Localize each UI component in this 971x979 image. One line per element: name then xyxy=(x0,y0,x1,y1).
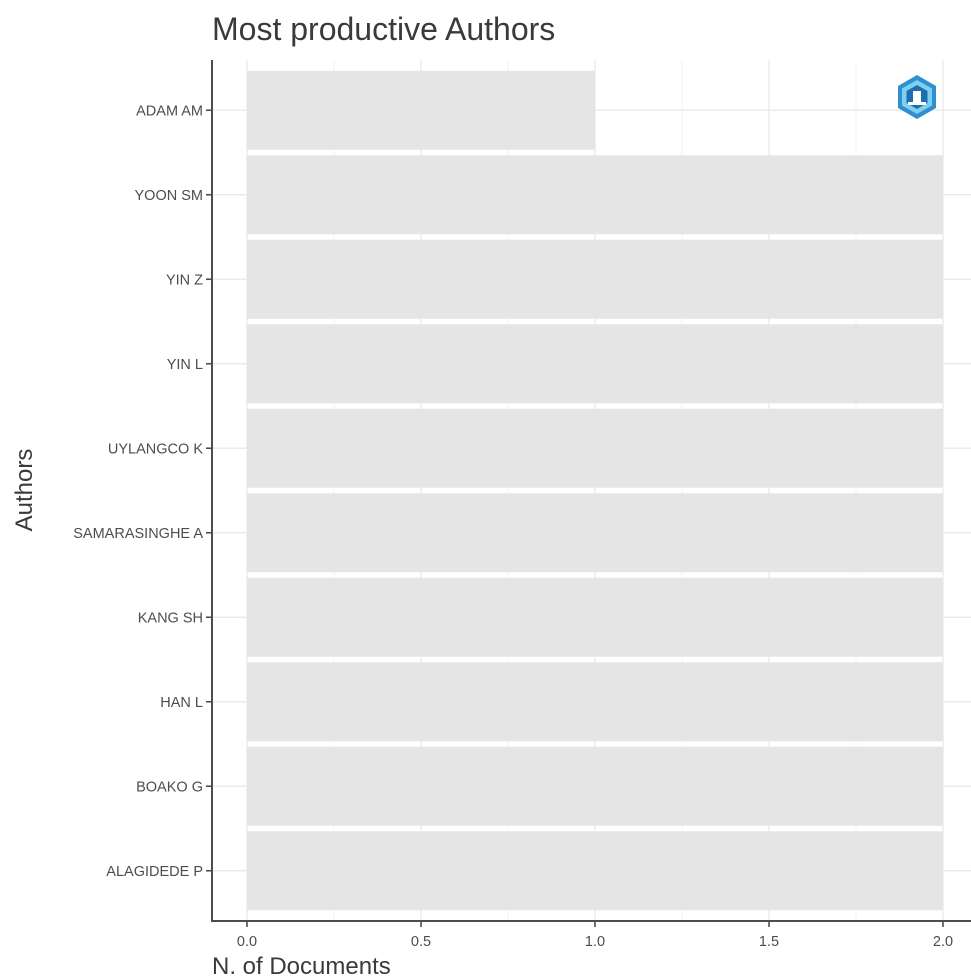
x-axis-title: N. of Documents xyxy=(212,953,391,979)
bar xyxy=(247,493,943,573)
y-tick-label: KANG SH xyxy=(138,610,203,626)
axes xyxy=(211,60,971,922)
y-tick-label: YOON SM xyxy=(135,188,203,204)
bar xyxy=(247,577,943,657)
bars xyxy=(247,70,943,911)
y-tick-label: ADAM AM xyxy=(136,103,203,119)
y-tick-label: BOAKO G xyxy=(136,779,203,795)
x-tick-label: 0.5 xyxy=(411,934,431,950)
bar xyxy=(247,831,943,911)
y-tick-label: SAMARASINGHE A xyxy=(73,526,203,542)
bar xyxy=(247,324,943,404)
x-ticks: 0.0 0.5 1.0 1.5 2.0 xyxy=(237,921,953,950)
y-ticks: ADAM AM YOON SM YIN Z YIN L UYLANGCO K SAMARA… xyxy=(73,103,212,880)
bar xyxy=(247,239,943,319)
x-tick-label: 1.5 xyxy=(759,934,779,950)
x-tick-label: 2.0 xyxy=(933,934,953,950)
y-tick-label: ALAGIDEDE P xyxy=(106,864,203,880)
bar xyxy=(247,408,943,488)
x-tick-label: 0.0 xyxy=(237,934,257,950)
bar xyxy=(247,746,943,826)
y-axis-title: Authors xyxy=(11,449,38,532)
y-tick-label: YIN Z xyxy=(166,272,203,288)
y-tick-label: YIN L xyxy=(167,357,203,373)
bar xyxy=(247,155,943,235)
bar xyxy=(247,70,595,150)
y-tick-label: UYLANGCO K xyxy=(108,441,203,457)
x-tick-label: 1.0 xyxy=(585,934,605,950)
y-tick-label: HAN L xyxy=(160,695,203,711)
bar xyxy=(247,662,943,742)
chart-title: Most productive Authors xyxy=(212,11,555,47)
bibliometrix-hexagon-logo-icon xyxy=(898,75,936,119)
